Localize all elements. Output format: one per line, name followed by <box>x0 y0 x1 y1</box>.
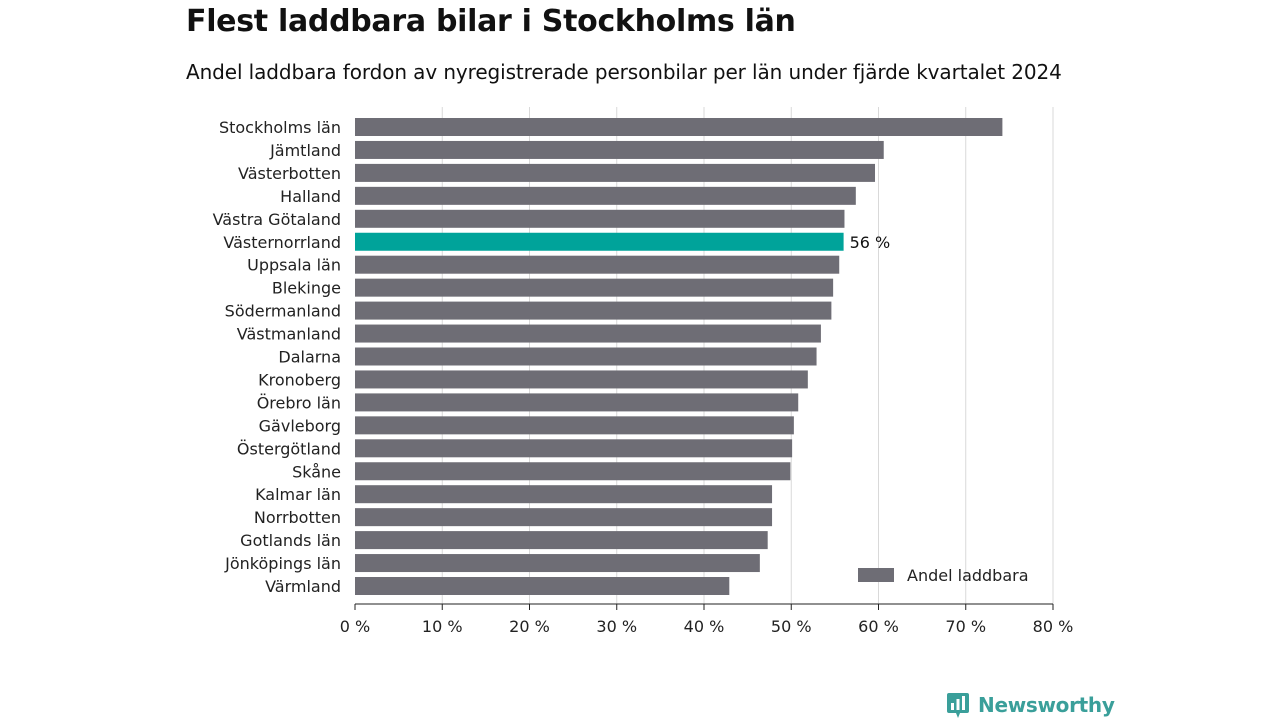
category-label: Värmland <box>265 577 341 596</box>
category-label: Västerbotten <box>238 164 341 183</box>
x-tick-label: 70 % <box>945 617 986 636</box>
bar <box>355 186 856 205</box>
bar <box>355 347 817 366</box>
category-label: Västra Götaland <box>213 210 341 229</box>
bar <box>355 531 768 550</box>
bar <box>355 140 884 159</box>
bar <box>355 209 845 228</box>
category-label: Kalmar län <box>255 485 341 504</box>
x-tick-label: 30 % <box>596 617 637 636</box>
chart-subtitle: Andel laddbara fordon av nyregistrerade … <box>186 60 1062 84</box>
bar <box>355 439 793 458</box>
category-label: Södermanland <box>225 302 341 321</box>
category-label: Dalarna <box>278 348 341 367</box>
bar <box>355 163 876 182</box>
bar <box>355 278 834 297</box>
category-label: Östergötland <box>237 439 341 458</box>
bar-chart: Stockholms län Jämtland Västerbotten Hallan… <box>213 107 1074 636</box>
bar <box>355 554 760 573</box>
category-label: Halland <box>280 187 341 206</box>
bar <box>355 485 773 504</box>
brand-logo[interactable]: Newsworthy <box>946 690 1115 720</box>
category-label: Örebro län <box>257 393 341 412</box>
x-tick-label: 50 % <box>771 617 812 636</box>
x-tick-label: 20 % <box>509 617 550 636</box>
x-tick-label: 10 % <box>422 617 463 636</box>
category-label: Kronoberg <box>258 370 341 389</box>
legend-label: Andel laddbara <box>907 566 1029 585</box>
category-label: Blekinge <box>272 279 341 298</box>
category-label: Jönköpings län <box>224 554 341 573</box>
bar <box>355 301 832 320</box>
category-label: Gotlands län <box>240 531 341 550</box>
category-label: Västernorrland <box>223 233 341 252</box>
bar <box>355 416 794 435</box>
bar <box>355 577 730 595</box>
chart-title: Flest laddbara bilar i Stockholms län <box>186 4 796 39</box>
category-label: Uppsala län <box>247 256 341 275</box>
category-label: Skåne <box>292 462 341 481</box>
category-label: Gävleborg <box>259 416 341 435</box>
x-tick-label: 80 % <box>1033 617 1074 636</box>
bar <box>355 118 1003 136</box>
x-tick-label: 40 % <box>684 617 725 636</box>
category-label: Norrbotten <box>254 508 341 527</box>
newsworthy-logo-icon <box>947 693 969 718</box>
bar <box>355 232 844 251</box>
x-tick-label: 0 % <box>340 617 370 636</box>
bar <box>355 324 821 343</box>
category-label: Jämtland <box>269 141 341 160</box>
x-tick-label: 60 % <box>858 617 899 636</box>
bar <box>355 393 799 412</box>
bar <box>355 462 791 481</box>
bar <box>355 508 773 527</box>
legend-swatch <box>858 568 894 582</box>
category-label: Västmanland <box>237 325 341 344</box>
bar <box>355 370 808 389</box>
category-label: Stockholms län <box>219 118 341 137</box>
brand-name: Newsworthy <box>978 693 1115 717</box>
bar <box>355 255 840 274</box>
data-label: 56 % <box>850 233 891 252</box>
